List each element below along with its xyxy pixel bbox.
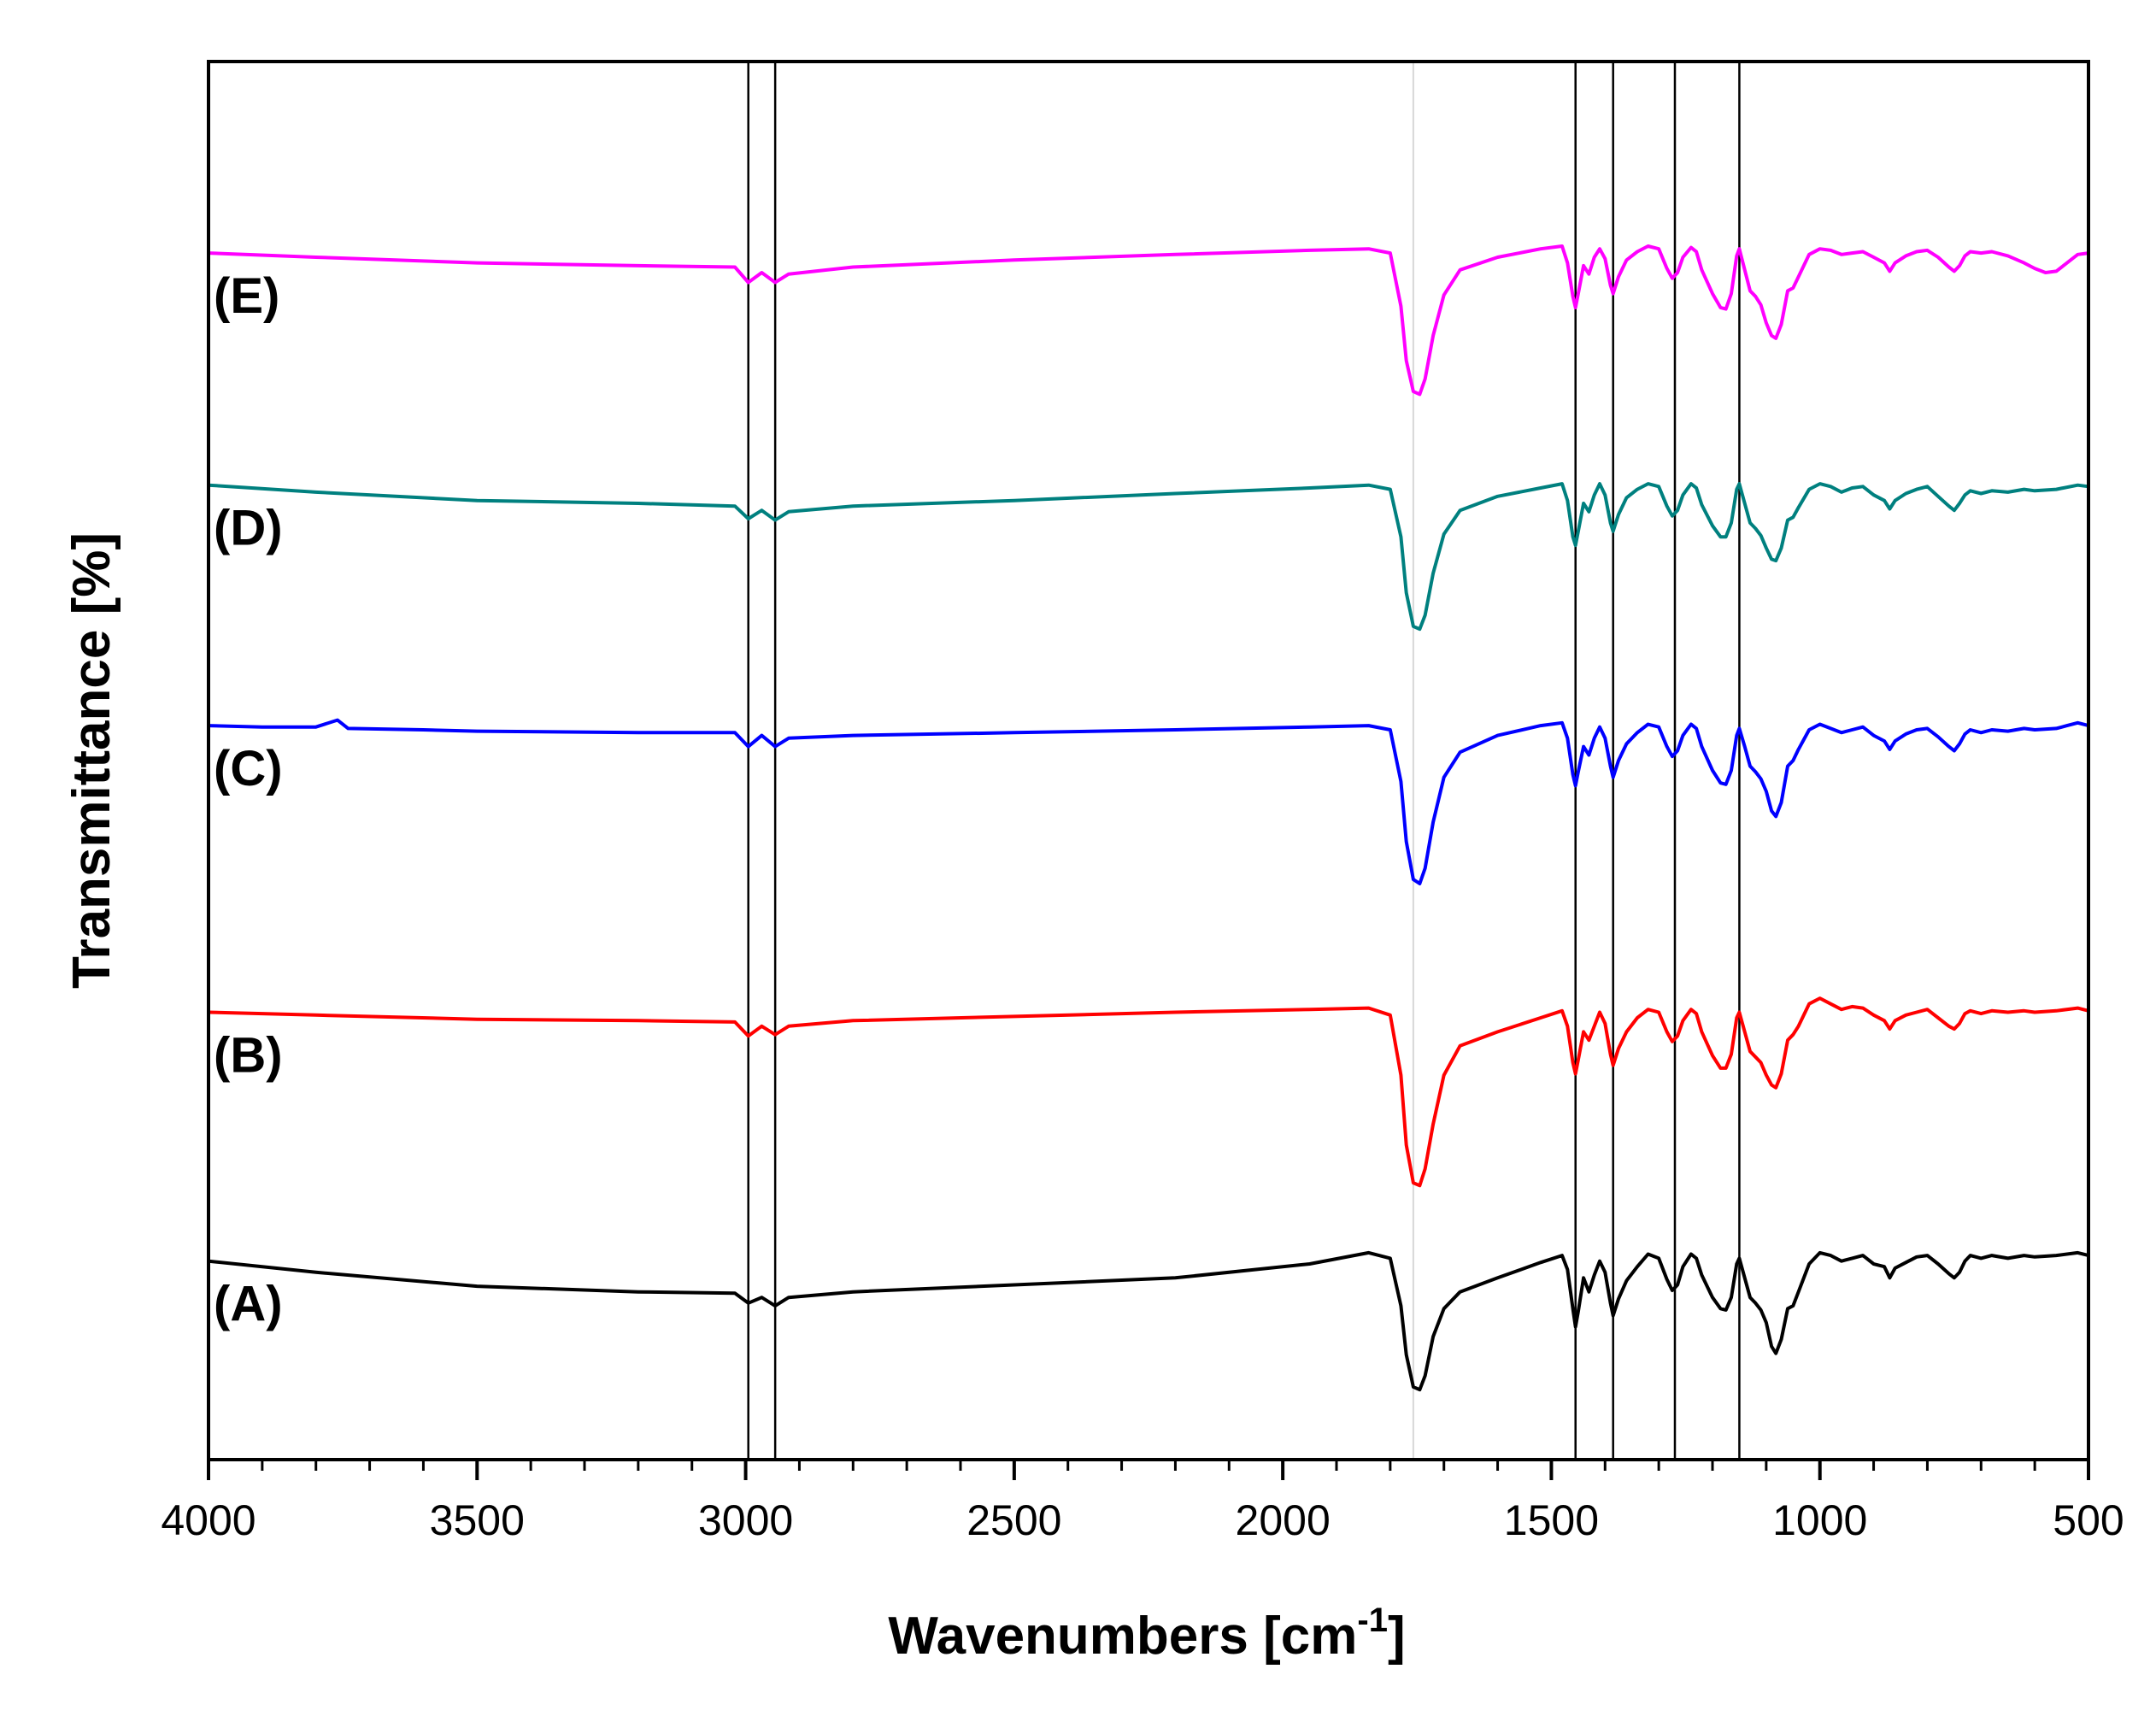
series-label-a: (A): [214, 1277, 283, 1332]
x-tick-label-1000: 1000: [1772, 1496, 1867, 1544]
x-axis-title-tail: ]: [1388, 1607, 1406, 1666]
series-label-d: (D): [214, 501, 283, 556]
x-axis-title: Wavenumbers [cm-1]: [888, 1601, 1405, 1666]
series-label-e: (E): [214, 268, 279, 324]
series-labels: (A) (B) (C) (D) (E): [214, 268, 283, 1332]
x-tick-label-1500: 1500: [1504, 1496, 1599, 1544]
x-axis: 4000 3500 3000 2500 2000 1500 1000 500: [161, 1460, 2124, 1544]
x-tick-label-4000: 4000: [161, 1496, 256, 1544]
x-axis-title-main: Wavenumbers [cm: [888, 1607, 1357, 1666]
x-axis-title-superscript: -1: [1357, 1601, 1388, 1639]
series-label-c: (C): [214, 741, 283, 796]
x-tick-label-2500: 2500: [966, 1496, 1061, 1544]
reference-lines: [747, 62, 1741, 1460]
series-line-b: [207, 996, 2090, 1188]
plot-frame: [207, 60, 2090, 1461]
x-tick-label-3000: 3000: [698, 1496, 793, 1544]
series-line-a: [207, 1250, 2090, 1392]
series-line-c: [207, 718, 2090, 885]
x-tick-label-2000: 2000: [1236, 1496, 1331, 1544]
x-tick-label-500: 500: [2053, 1496, 2124, 1544]
series-label-b: (B): [214, 1027, 283, 1083]
series-line-e: [207, 244, 2090, 397]
series-line-d: [207, 482, 2090, 632]
series-layer: [207, 244, 2090, 1392]
x-tick-label-3500: 3500: [430, 1496, 525, 1544]
y-axis-title: Transmittance [%]: [62, 532, 121, 989]
